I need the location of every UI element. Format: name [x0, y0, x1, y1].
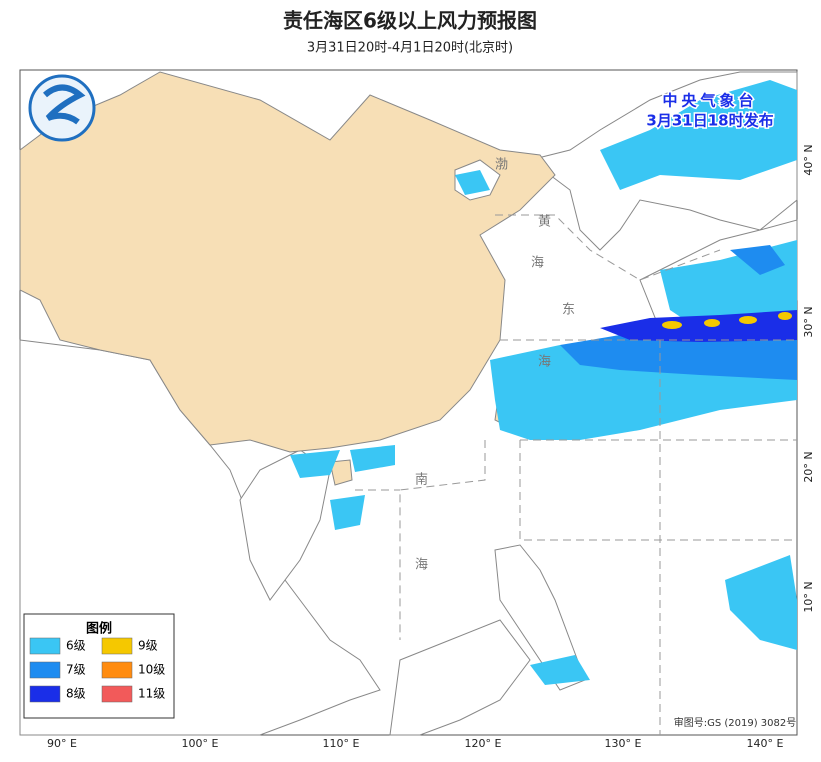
sea-label: 南: [415, 472, 428, 488]
wind-area: [600, 80, 797, 190]
lat-label: 40° N: [802, 144, 815, 175]
legend-swatch: [101, 637, 133, 655]
wind-area: [290, 450, 340, 478]
wind-area: [330, 495, 365, 530]
zone-boundary: [355, 214, 797, 735]
wind-area: [704, 319, 720, 327]
wind-area: [455, 170, 490, 195]
wind-area: [739, 316, 757, 324]
lon-label: 120° E: [465, 737, 502, 750]
logo-mark: [43, 84, 86, 125]
legend-title: 图例: [86, 621, 112, 637]
legend-label: 9级: [138, 639, 158, 653]
legend-label: 6级: [66, 639, 86, 653]
legend-swatch: [101, 661, 133, 679]
indochina: [239, 449, 331, 601]
lon-label: 140° E: [747, 737, 784, 750]
sea-label: 渤: [495, 157, 508, 173]
issuer-time: 3月31日18时发布: [646, 112, 773, 130]
sea-label: 海: [415, 558, 428, 573]
wind-area: [725, 555, 797, 650]
sea-zones: [355, 214, 797, 735]
sea-label: 黄: [538, 215, 551, 230]
lon-label: 130° E: [605, 737, 642, 750]
legend-swatch: [29, 637, 61, 655]
wind-area: [530, 655, 590, 685]
wind-area: [778, 312, 792, 320]
subtitle: 3月31日20时-4月1日20时(北京时): [307, 41, 513, 56]
legend-swatch: [101, 685, 133, 703]
wind-area: [730, 245, 785, 275]
legend-label: 10级: [138, 663, 165, 677]
title: 责任海区6级以上风力预报图: [283, 9, 537, 33]
lat-label: 20° N: [802, 451, 815, 482]
lon-label: 110° E: [323, 737, 360, 750]
approval-number: 审图号:GS (2019) 3082号: [674, 716, 797, 729]
lat-label: 10° N: [802, 581, 815, 612]
wind-areas: [290, 80, 797, 685]
wind-area: [560, 330, 797, 380]
legend: 图例 6级 7级 8级 9级 10级 11级: [23, 613, 175, 719]
legend-swatch: [29, 661, 61, 679]
legend-swatch: [29, 685, 61, 703]
logo: [28, 74, 96, 142]
lon-label: 90° E: [47, 737, 77, 750]
lat-label: 30° N: [802, 306, 815, 337]
legend-label: 7级: [66, 663, 86, 677]
wind-area: [662, 321, 682, 329]
legend-label: 11级: [138, 687, 165, 701]
lon-label: 100° E: [182, 737, 219, 750]
sea-label: 东: [562, 303, 575, 318]
wind-area: [350, 445, 395, 472]
sea-label: 海: [538, 355, 551, 370]
issuer-agency: 中央气象台: [662, 92, 757, 110]
borneo: [389, 619, 531, 736]
sea-label: 海: [531, 256, 544, 271]
legend-label: 8级: [66, 687, 86, 701]
hainan: [329, 459, 353, 486]
